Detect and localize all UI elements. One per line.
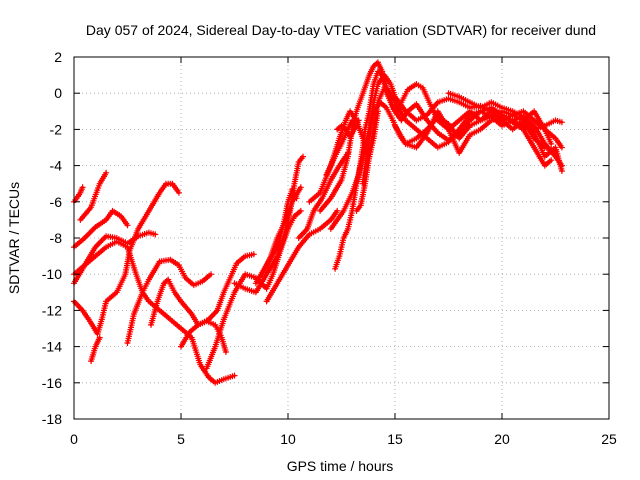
series-track-i: [148, 276, 229, 355]
series-track-n: [263, 207, 341, 305]
series-track-y: [392, 108, 555, 169]
series-markers: [295, 149, 351, 241]
series-track-f: [88, 334, 103, 365]
series-markers: [77, 169, 110, 223]
series-track-k: [178, 251, 257, 350]
series-track-b: [77, 169, 110, 223]
series-track-x: [353, 108, 381, 214]
series-markers: [148, 276, 229, 355]
series-track-a: [71, 184, 86, 205]
series-track-w: [334, 117, 362, 140]
y-axis-label: SDTVAR / TECUs: [6, 182, 22, 294]
y-tick-label: -18: [42, 411, 62, 427]
series-markers: [353, 108, 381, 214]
data-series: [71, 59, 565, 386]
series-markers: [88, 334, 103, 365]
series-track-h: [124, 256, 214, 346]
chart-title: Day 057 of 2024, Sidereal Day-to-day VTE…: [86, 22, 596, 38]
series-track-z: [445, 90, 565, 133]
x-tick-label: 5: [177, 431, 185, 447]
x-tick-label: 25: [601, 431, 617, 447]
series-markers: [259, 184, 304, 278]
y-tick-label: -12: [42, 302, 62, 318]
series-markers: [334, 117, 362, 140]
x-tick-label: 10: [280, 431, 296, 447]
y-tick-label: 2: [54, 49, 62, 65]
series-track-p: [295, 149, 351, 241]
x-tick-label: 15: [387, 431, 403, 447]
y-tick-label: -4: [50, 158, 63, 174]
axis-ticks: 0 5 10 15 20 25 -18 -16 -14 -12 -10 -8 -6 -4 -2 0 2: [42, 49, 617, 447]
series-markers: [263, 207, 341, 305]
series-markers: [445, 90, 565, 133]
series-markers: [392, 108, 555, 169]
x-axis-label: GPS time / hours: [287, 458, 394, 474]
series-line: [126, 258, 213, 345]
y-tick-label: -14: [42, 339, 62, 355]
series-markers: [178, 251, 257, 350]
y-tick-label: -10: [42, 266, 62, 282]
y-tick-label: -16: [42, 375, 62, 391]
series-track-o: [259, 184, 304, 278]
x-tick-label: 20: [494, 431, 510, 447]
y-tick-label: -2: [50, 121, 63, 137]
y-tick-label: -6: [50, 194, 63, 210]
x-tick-label: 0: [70, 431, 78, 447]
y-tick-label: 0: [54, 85, 62, 101]
y-tick-label: -8: [50, 230, 63, 246]
series-markers: [124, 256, 214, 346]
